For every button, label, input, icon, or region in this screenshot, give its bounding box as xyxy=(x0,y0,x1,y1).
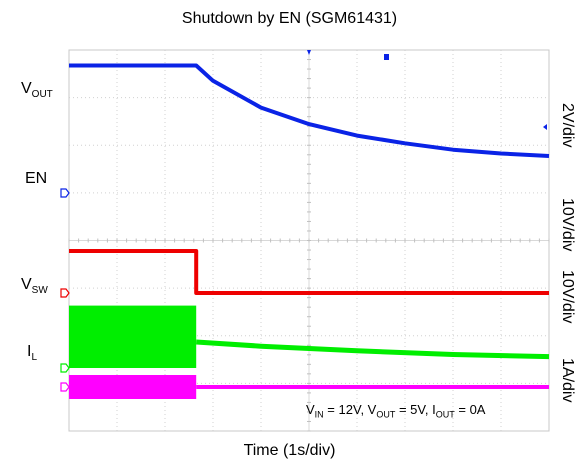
trace-vout xyxy=(69,63,550,158)
label-en: EN xyxy=(25,170,48,187)
traces xyxy=(69,63,550,399)
label-vsw: VSW xyxy=(21,276,48,297)
label-il: IL xyxy=(27,343,38,364)
trigger-level-marker xyxy=(384,54,389,60)
test-conditions: VIN = 12V, VOUT = 5V, IOUT = 0A xyxy=(306,402,486,420)
trace-vsw-switching xyxy=(69,305,197,368)
scale-en: 10V/div xyxy=(559,198,576,252)
chart-title: Shutdown by EN (SGM61431) xyxy=(181,10,398,27)
marker-il-ground xyxy=(60,382,70,392)
marker-en-ground xyxy=(60,288,70,298)
marker-vout-ground xyxy=(60,188,70,198)
scale-vout: 2V/div xyxy=(559,103,576,148)
trace-end-marker xyxy=(543,124,547,130)
trace-vsw xyxy=(196,339,550,360)
label-vout: VOUT xyxy=(21,80,53,101)
trace-en xyxy=(69,249,549,295)
scale-il: 1A/div xyxy=(559,358,576,403)
trace-il-switching xyxy=(69,375,197,399)
marker-vsw-ground xyxy=(60,363,70,373)
trigger-position-marker xyxy=(307,50,311,55)
scale-vsw: 10V/div xyxy=(559,270,576,324)
x-axis-label: Time (1s/div) xyxy=(243,442,336,459)
channel-markers xyxy=(60,50,547,392)
